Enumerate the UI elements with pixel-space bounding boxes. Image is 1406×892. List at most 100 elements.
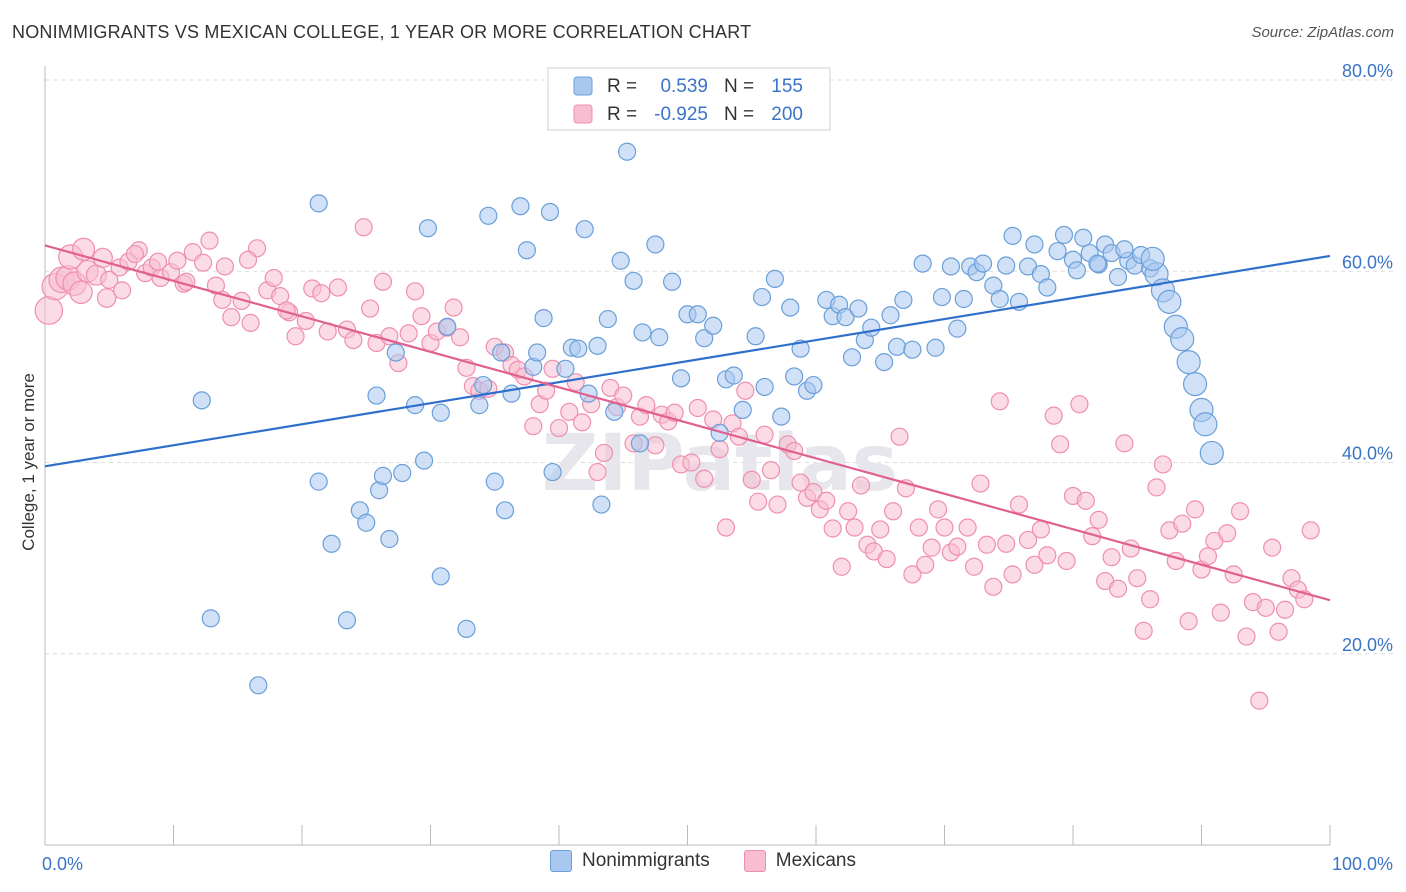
nonimmigrants-point [1074,228,1093,247]
mexicans-point [695,469,714,488]
legend-item-nonimmigrants[interactable]: Nonimmigrants [549,850,710,872]
mexicans-point [1140,590,1160,609]
mexicans-point [69,280,93,305]
nonimmigrants-point [624,271,643,290]
mexicans-point [344,331,363,350]
chart-title: NONIMMIGRANTS VS MEXICAN COLLEGE, 1 YEAR… [12,22,752,42]
legend-swatch [573,104,593,124]
nonimmigrants-point [569,339,588,358]
nonimmigrants-point [592,495,611,514]
axes: College, 1 year or more [19,66,1331,846]
mexicans-point [839,502,858,521]
mexicans-trendline [44,244,1331,602]
nonimmigrants-point [474,375,493,395]
mexicans-point [1108,579,1128,598]
nonimmigrants-point [903,340,922,359]
nonimmigrants-point [528,343,547,362]
mexicans-point [871,520,890,539]
legend-bottom: Nonimmigrants Mexicans [0,850,1406,872]
nonimmigrants-point [431,567,450,586]
nonimmigrants-point [688,305,707,324]
legend-r-label: R = [607,76,637,97]
mexicans-point [1173,514,1192,533]
nonimmigrants-point [357,513,376,532]
nonimmigrants-point [1003,226,1022,245]
mexicans-point [903,565,922,584]
mexicans-point [984,577,1003,596]
legend-n-label: N = [724,104,754,125]
nonimmigrants-point [733,400,752,420]
mexicans-point [1198,547,1218,566]
mexicans-point [232,291,251,310]
nonimmigrants-point [618,142,637,161]
mexicans-point [761,461,781,480]
mexicans-point [100,270,119,289]
nonimmigrants-point [588,336,607,355]
mexicans-point [328,278,348,297]
nonimmigrants-point [337,611,357,630]
mexicans-point [264,268,283,288]
mexicans-point [1185,500,1205,519]
mexicans-point [1115,434,1134,453]
legend-r-label: R = [607,104,637,125]
mexicans-point [594,443,614,463]
mexicans-point [791,473,810,492]
nonimmigrants-point [881,306,900,325]
mexicans-point [614,386,633,405]
y-tick-label: 40.0% [1342,444,1393,464]
mexicans-point [1275,600,1295,619]
mexicans-point [444,298,463,317]
nonimmigrants-point [598,309,617,329]
mexicans-point [1263,538,1282,557]
nonimmigrants-point [1025,235,1044,254]
nonimmigrants-point [380,529,399,549]
nonimmigrants-point [894,290,913,310]
nonimmigrants-point [605,402,624,421]
legend-r-value: 0.539 [660,76,708,97]
nonimmigrants-point [997,256,1016,275]
legend-label-mexicans: Mexicans [775,850,856,871]
mexicans-point [96,288,117,308]
mexicans-point [200,231,219,250]
nonimmigrants-point [875,352,894,372]
nonimmigrants-point [470,396,489,415]
nonimmigrants-point [948,319,967,338]
mexicans-point [682,453,701,472]
mexicans-point [1153,455,1173,474]
nonimmigrants-point [1193,412,1218,437]
legend-swatch [573,76,593,96]
trend-lines [44,244,1331,602]
nonimmigrants-point [1067,261,1086,280]
mexicans-point [890,427,909,446]
nonimmigrants-point [502,384,521,403]
nonimmigrants-point [633,323,652,342]
mexicans-point [804,483,823,502]
source-label: Source: ZipAtlas.com [1251,24,1394,41]
mexicans-point [238,250,258,269]
nonimmigrants-point [932,287,952,307]
legend-n-value: 155 [771,76,803,97]
x-tick-label-min: 0.0% [42,854,83,874]
mexicans-point [148,252,168,271]
mexicans-point [1134,621,1153,640]
mexicans-point [851,476,871,495]
mexicans-point [1031,520,1050,539]
nonimmigrants-point [973,254,993,273]
mexicans-point [1076,491,1095,510]
legend-item-mexicans[interactable]: Mexicans [743,850,856,872]
mexicans-point [646,436,665,455]
y-tick-label: 60.0% [1342,252,1393,272]
nonimmigrants-point [367,386,386,405]
nonimmigrants-point [1038,278,1057,297]
nonimmigrants-point [954,289,973,309]
nonimmigrants-point [849,299,868,318]
mexicans-point [1102,548,1121,567]
nonimmigrants-point [543,462,562,482]
mexicans-point [948,537,967,556]
nonimmigrants-points [192,142,1224,695]
nonimmigrants-point [804,375,823,395]
nonimmigrants-point [941,257,961,276]
mexicans-point [977,535,997,554]
nonimmigrants-point [249,676,268,695]
legend-n-label: N = [724,76,754,97]
